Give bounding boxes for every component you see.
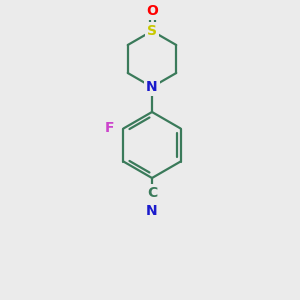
Text: N: N: [146, 80, 158, 94]
Text: S: S: [147, 24, 157, 38]
Text: F: F: [105, 122, 114, 136]
Text: C: C: [147, 186, 157, 200]
Text: N: N: [146, 204, 158, 218]
Text: O: O: [146, 4, 158, 18]
